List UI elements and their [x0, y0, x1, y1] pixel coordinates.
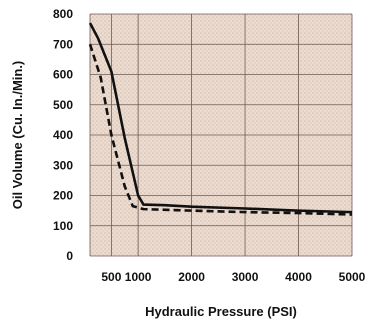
y-tick-label-6: 600 — [53, 68, 73, 82]
x-axis-title: Hydraulic Pressure (PSI) — [145, 304, 297, 319]
x-tick-label-2: 2000 — [178, 270, 205, 284]
y-tick-label-4: 400 — [53, 128, 73, 142]
series-line-solid — [88, 22, 353, 214]
y-tick-label-8: 800 — [53, 7, 73, 21]
x-tick-label-5: 5000 — [339, 270, 366, 284]
x-axis-ticks: 500 1000 2000 3000 4000 5000 — [101, 270, 365, 284]
y-axis-title: Oil Volume (Cu. In./Min.) — [10, 61, 25, 210]
y-tick-label-5: 500 — [53, 98, 73, 112]
x-tick-label-3: 3000 — [232, 270, 259, 284]
y-tick-label-0: 0 — [66, 249, 73, 263]
y-tick-label-3: 300 — [53, 158, 73, 172]
y-tick-label-7: 700 — [53, 37, 73, 51]
series-group — [88, 22, 353, 216]
y-tick-label-1: 100 — [53, 219, 73, 233]
y-tick-label-2: 200 — [53, 189, 73, 203]
x-tick-label-1: 1000 — [125, 270, 152, 284]
grid-lines — [89, 13, 353, 257]
x-tick-label-0: 500 — [101, 270, 121, 284]
y-axis-ticks: 0 100 200 300 400 500 600 700 800 — [53, 7, 73, 263]
x-tick-label-4: 4000 — [285, 270, 312, 284]
